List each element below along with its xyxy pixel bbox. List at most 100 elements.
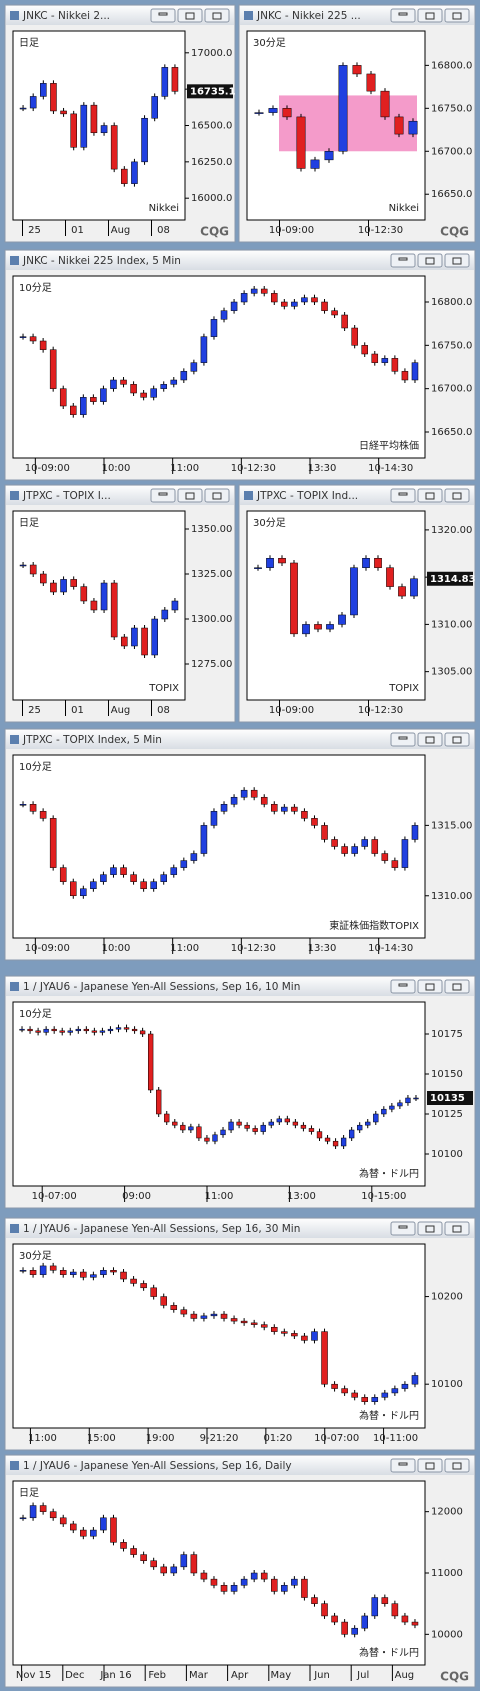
close-button[interactable] xyxy=(444,488,470,503)
maximize-button[interactable] xyxy=(417,979,443,994)
maximize-button[interactable] xyxy=(177,8,203,23)
candle xyxy=(100,388,107,402)
x-tick-label: 10-14:30 xyxy=(368,943,413,954)
candle xyxy=(365,1121,371,1126)
x-tick-label: 19:00 xyxy=(146,1433,175,1444)
candle xyxy=(321,301,328,311)
candle xyxy=(170,1305,178,1310)
candle xyxy=(147,1033,154,1091)
candle xyxy=(70,579,77,587)
period-label: 日足 xyxy=(19,1487,39,1499)
title-bar xyxy=(6,486,234,505)
close-button[interactable] xyxy=(204,488,230,503)
candle xyxy=(271,1326,278,1332)
candle xyxy=(210,811,218,826)
candle xyxy=(90,104,98,134)
minimize-icon xyxy=(398,736,408,740)
candle xyxy=(131,627,138,647)
candle xyxy=(50,582,57,593)
x-tick-label: 10:00 xyxy=(102,943,131,954)
close-button[interactable] xyxy=(204,8,230,23)
y-tick-label: 10200 xyxy=(431,1292,463,1303)
candle xyxy=(252,1128,258,1132)
maximize-icon xyxy=(185,492,195,500)
maximize-button[interactable] xyxy=(417,8,443,23)
candle xyxy=(80,586,88,602)
maximize-button[interactable] xyxy=(417,732,443,747)
close-button[interactable] xyxy=(444,1458,470,1473)
x-tick-label: 10-07:00 xyxy=(32,1191,77,1202)
maximize-button[interactable] xyxy=(177,488,203,503)
candle xyxy=(276,1118,282,1123)
candle xyxy=(40,83,47,97)
close-button[interactable] xyxy=(444,1221,470,1236)
window-title: 1 / JYAU6 - Japanese Yen-All Sessions, S… xyxy=(23,1460,292,1472)
candle xyxy=(19,1517,27,1520)
candle xyxy=(361,345,368,355)
x-tick-label: 13:00 xyxy=(287,1191,316,1202)
app-icon xyxy=(244,491,253,500)
close-button[interactable] xyxy=(444,732,470,747)
candle xyxy=(35,1030,41,1033)
y-tick-label: 16250.0 xyxy=(191,157,232,168)
candle xyxy=(180,1309,188,1315)
symbol-label: Nikkei xyxy=(389,203,419,214)
candle xyxy=(39,340,47,350)
close-button[interactable] xyxy=(444,979,470,994)
x-tick-label: 9-21:20 xyxy=(200,1433,239,1444)
close-button[interactable] xyxy=(444,253,470,268)
candle xyxy=(130,874,137,882)
plot-area xyxy=(12,275,426,459)
candle xyxy=(19,1028,25,1031)
x-tick-label: Dec xyxy=(65,1670,84,1681)
candle xyxy=(290,562,298,635)
candle xyxy=(121,636,128,647)
maximize-button[interactable] xyxy=(417,1221,443,1236)
candle xyxy=(281,1585,288,1592)
maximize-button[interactable] xyxy=(417,488,443,503)
candle xyxy=(350,567,358,616)
title-bar xyxy=(6,6,234,25)
close-icon xyxy=(452,12,462,20)
close-icon xyxy=(212,12,222,20)
candle xyxy=(278,558,286,564)
candle xyxy=(281,301,288,307)
title-bar xyxy=(6,1219,474,1238)
candle xyxy=(266,558,274,568)
candle xyxy=(338,614,346,625)
minimize-icon xyxy=(398,983,408,987)
maximize-icon xyxy=(185,12,195,20)
candle xyxy=(321,1331,328,1385)
app-icon xyxy=(10,982,19,991)
candle xyxy=(212,1134,218,1142)
title-bar xyxy=(240,6,474,25)
app-icon xyxy=(10,256,19,265)
candle xyxy=(292,1121,299,1126)
x-tick-label: Aug xyxy=(395,1670,415,1681)
candle xyxy=(49,818,57,868)
candle xyxy=(50,83,57,112)
window-title: JNKC - Nikkei 225 ... xyxy=(256,10,361,22)
candle xyxy=(311,1597,318,1604)
candle xyxy=(172,1121,178,1126)
candle xyxy=(371,1597,379,1617)
close-button[interactable] xyxy=(444,8,470,23)
x-tick-label: 01 xyxy=(71,705,84,716)
candle xyxy=(60,110,67,115)
maximize-button[interactable] xyxy=(417,253,443,268)
candle xyxy=(90,881,97,889)
x-tick-label: May xyxy=(270,1670,291,1681)
candle xyxy=(75,1028,81,1032)
candle xyxy=(240,1578,248,1586)
minimize-icon xyxy=(158,492,168,496)
close-icon xyxy=(452,492,462,500)
maximize-button[interactable] xyxy=(417,1458,443,1473)
candle xyxy=(51,1028,57,1032)
close-icon xyxy=(452,257,462,265)
candle xyxy=(80,888,87,897)
candle xyxy=(70,113,77,148)
maximize-icon xyxy=(425,492,435,500)
candle xyxy=(120,379,127,385)
window-title: 1 / JYAU6 - Japanese Yen-All Sessions, S… xyxy=(23,981,300,993)
